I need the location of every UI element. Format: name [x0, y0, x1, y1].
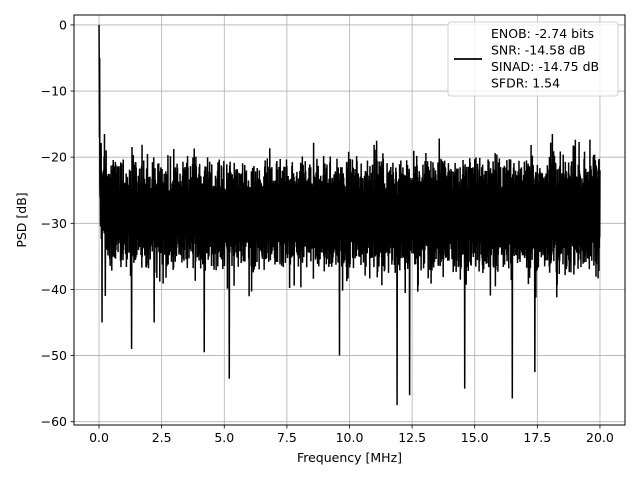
- legend-entry: SINAD: -14.75 dB: [491, 59, 599, 74]
- y-axis-label: PSD [dB]: [14, 192, 29, 247]
- legend-entry: SNR: -14.58 dB: [491, 43, 586, 58]
- y-tick-label: −30: [41, 216, 67, 231]
- ticks: 0.0 2.5 5.0 7.5 10.0 12.5 15.0 17.5 20.0 0 −10 −20 −…: [41, 17, 614, 445]
- x-axis-label: Frequency [MHz]: [297, 450, 402, 465]
- x-tick-label: 2.5: [152, 430, 172, 445]
- x-tick-label: 7.5: [277, 430, 297, 445]
- psd-line: [98, 24, 601, 406]
- x-tick-label: 12.5: [398, 430, 426, 445]
- series-layer: [98, 24, 601, 406]
- x-tick-label: 0.0: [89, 430, 109, 445]
- legend-entry: SFDR: 1.54: [491, 76, 560, 91]
- y-tick-label: −60: [41, 414, 67, 429]
- y-tick-label: −50: [41, 348, 67, 363]
- y-tick-label: −40: [41, 282, 67, 297]
- x-tick-label: 20.0: [586, 430, 614, 445]
- legend-box: [447, 21, 619, 97]
- legend-entry: ENOB: -2.74 bits: [491, 26, 594, 41]
- x-tick-label: 15.0: [461, 430, 489, 445]
- y-tick-label: 0: [59, 17, 67, 32]
- x-tick-label: 5.0: [214, 430, 234, 445]
- x-tick-label: 10.0: [336, 430, 364, 445]
- y-tick-label: −10: [41, 84, 67, 99]
- x-tick-label: 17.5: [523, 430, 551, 445]
- y-tick-label: −20: [41, 150, 67, 165]
